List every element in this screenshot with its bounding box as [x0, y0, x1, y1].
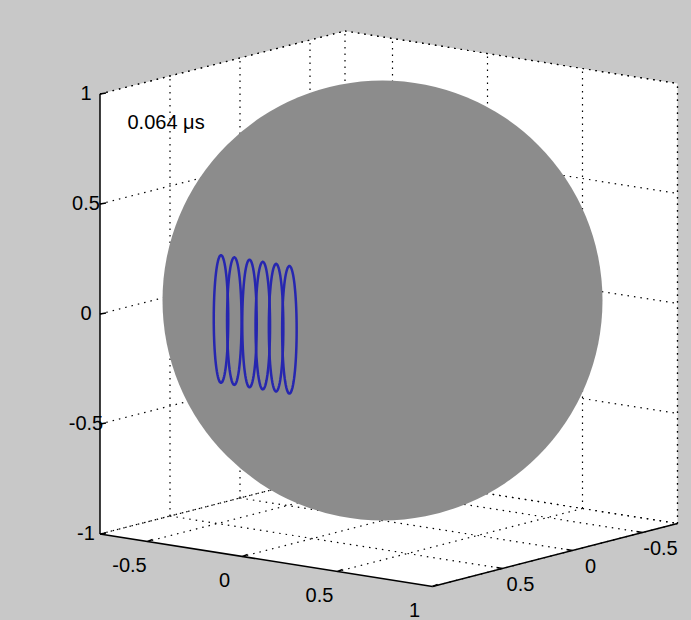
svg-text:-0.5: -0.5 [69, 412, 103, 434]
svg-text:1: 1 [409, 599, 420, 620]
svg-text:-0.5: -0.5 [643, 537, 677, 559]
svg-text:0.064 μs: 0.064 μs [128, 111, 205, 133]
svg-text:1: 1 [80, 82, 91, 104]
svg-text:-1: -1 [77, 522, 95, 544]
svg-text:0: 0 [585, 555, 596, 577]
svg-text:0.5: 0.5 [72, 192, 100, 214]
svg-text:0: 0 [80, 302, 91, 324]
svg-text:0.5: 0.5 [507, 573, 535, 595]
svg-text:-0.5: -0.5 [112, 554, 146, 576]
svg-text:0: 0 [219, 569, 230, 591]
svg-text:0.5: 0.5 [306, 584, 334, 606]
